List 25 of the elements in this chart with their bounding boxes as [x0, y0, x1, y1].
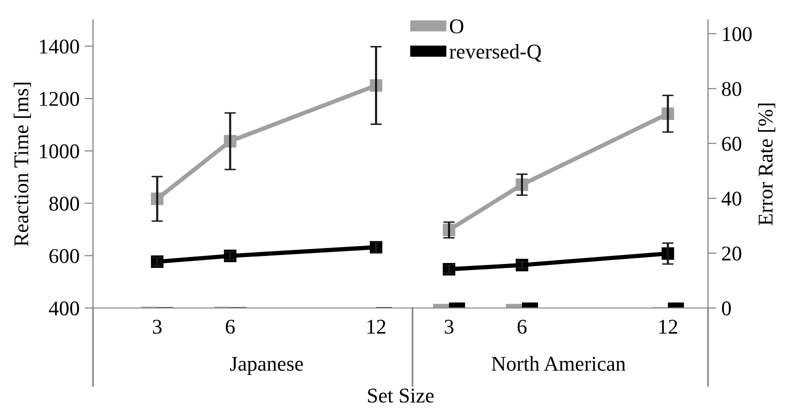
x-axis-title: Set Size — [368, 388, 434, 403]
x-tick-label: 12 — [367, 320, 386, 334]
y2-tick-label: 100 — [723, 27, 752, 42]
x-tick-label: 3 — [152, 320, 162, 334]
x-tick-label: 6 — [518, 320, 527, 334]
legend-label: reversed-Q — [450, 44, 542, 62]
y-tick-label: 800 — [49, 196, 80, 211]
y-tick-label: 1000 — [40, 144, 80, 158]
legend-label: O — [450, 19, 464, 34]
x-tick-label: 6 — [226, 320, 235, 334]
text: Japanese — [230, 356, 303, 376]
y2-tick-label: 60 — [722, 136, 742, 151]
y2-axis-title: Error Rate [%] — [758, 104, 776, 226]
y-tick-label: 400 — [48, 301, 80, 316]
y2-tick-label: 80 — [722, 82, 742, 96]
y-tick-label: 600 — [49, 249, 80, 264]
y2-tick-label: 20 — [722, 246, 742, 261]
y2-tick-label: 0 — [722, 301, 731, 316]
y-tick-label: 1200 — [40, 92, 80, 106]
y2-tick-label: 40 — [722, 192, 742, 206]
x-tick-label: 3 — [444, 320, 454, 334]
y-axis-title: Reaction Time [ms] — [14, 82, 31, 246]
y-tick-label: 1400 — [40, 40, 80, 54]
text: North American — [492, 356, 626, 371]
x-tick-label: 12 — [659, 320, 678, 334]
